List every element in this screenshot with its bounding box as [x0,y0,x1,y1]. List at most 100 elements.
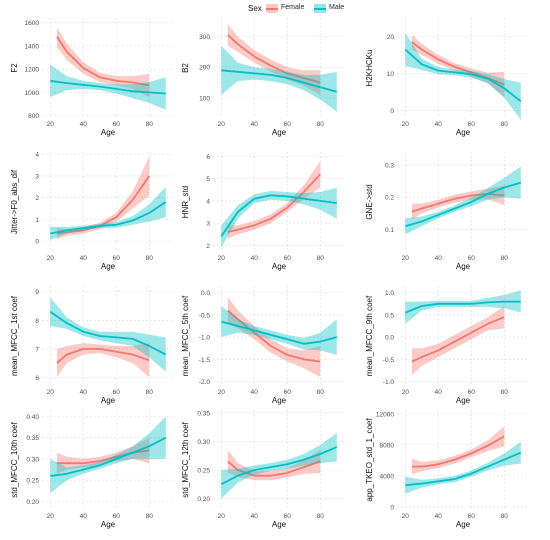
y-tick-label: 0.0 [201,290,210,297]
x-tick-label: 80 [501,513,509,520]
legend-title: Sex [248,4,262,13]
x-tick-label: 20 [47,121,55,128]
y-axis-label: mean_MFCC_9th coef [365,295,374,376]
y-tick-label: 2 [35,195,39,202]
y-axis-label: H2KHCKu [365,50,374,87]
y-tick-label: 0.40 [26,414,39,421]
y-tick-label: -2.0 [199,379,211,386]
x-tick-label: 20 [218,121,226,128]
trend-line-female [227,34,321,84]
y-tick-label: 1400 [25,43,40,50]
x-tick-label: 20 [402,513,410,520]
x-tick-label: 40 [251,121,259,128]
facet-panel: 100 200 300 20 40 60 80 Age B2 [181,18,345,137]
y-tick-label: -1.0 [199,335,211,342]
y-tick-label: 12000 [376,411,394,418]
x-tick-label: 20 [47,389,55,396]
x-axis-label: Age [272,396,287,405]
y-tick-label: 0.0 [385,335,394,342]
x-tick-label: 80 [146,121,154,128]
x-tick-label: 80 [501,121,509,128]
y-tick-label: 7 [35,346,39,353]
trend-line-male [50,436,167,477]
x-tick-label: 20 [402,255,410,262]
y-tick-label: 0.2 [385,195,394,202]
confidence-band-male [221,45,337,112]
legend-key-male [314,4,326,13]
y-tick-label: 0.35 [197,410,210,417]
confidence-band-female [56,437,150,474]
x-tick-label: 40 [251,513,259,520]
x-tick-label: 80 [317,389,325,396]
confidence-band-female [56,27,150,98]
x-axis-label: Age [456,128,471,137]
y-axis-label: B2 [181,63,190,73]
x-tick-label: 20 [402,389,410,396]
x-tick-label: 20 [218,255,226,262]
y-tick-label: 1.0 [385,290,394,297]
y-tick-label: 0.20 [26,499,39,506]
x-tick-label: 40 [251,255,259,262]
facet-panel: -1.0 -0.5 0.0 0.5 1.0 20 40 60 80 Age mean_MFCC_9t… [365,286,529,405]
confidence-band-male [405,32,521,120]
y-tick-label: -1.0 [383,379,395,386]
x-tick-label: 20 [47,513,55,520]
x-axis-label: Age [101,396,116,405]
x-tick-label: 60 [284,513,292,520]
y-tick-label: 0 [35,239,39,246]
x-tick-label: 80 [501,389,509,396]
x-tick-label: 40 [80,389,88,396]
y-tick-label: 0.30 [26,456,39,463]
x-tick-label: 40 [80,255,88,262]
x-axis-label: Age [456,262,471,271]
legend-label-male: Male [329,4,345,11]
x-tick-label: 40 [435,121,443,128]
x-tick-label: 60 [113,513,121,520]
x-tick-label: 60 [468,255,476,262]
facet-panel: 0 1 2 3 4 20 40 60 80 Age Jitter->F0_abs_dif [10,152,174,271]
y-tick-label: 8000 [380,442,395,449]
x-tick-label: 80 [317,255,325,262]
x-tick-label: 60 [468,513,476,520]
confidence-band-female [227,450,321,481]
trend-line-male [404,48,522,103]
trend-line-female [227,460,321,477]
y-tick-label: 0.3 [385,162,394,169]
y-tick-label: 1000 [25,90,40,97]
y-tick-label: 0.30 [197,439,210,446]
y-tick-label: 9 [35,289,39,296]
trend-line-male [405,451,522,487]
x-axis-label: Age [272,520,287,529]
x-tick-label: 60 [284,255,292,262]
y-tick-label: 1200 [25,67,40,74]
y-tick-label: 20 [387,34,395,41]
y-tick-label: -1.5 [199,357,211,364]
y-tick-label: 0.5 [385,312,394,319]
trend-line-female [227,173,321,233]
x-tick-label: 80 [501,255,509,262]
y-axis-label: std_MFCC_10th coef [10,421,19,497]
y-tick-label: 2 [206,243,210,250]
x-tick-label: 80 [146,513,154,520]
x-axis-label: Age [272,262,287,271]
x-tick-label: 40 [435,513,443,520]
trend-line-female [56,36,150,87]
confidence-band-female [411,426,505,475]
y-axis-label: Jitter->F0_abs_dif [10,169,19,234]
y-tick-label: 3 [206,221,210,228]
facet-panel: 0.20 0.25 0.30 0.35 0.40 20 40 60 80 Age std_MFCC_… [10,410,174,529]
y-tick-label: 0.1 [385,227,394,234]
facet-panel: 0.1 0.2 0.3 20 40 60 80 Age GNE->std [365,152,529,271]
confidence-band-female [227,160,321,239]
y-tick-label: 0.25 [26,478,39,485]
confidence-band-female [227,24,321,95]
y-axis-label: app_TKEO_std_1_coef [365,418,374,502]
confidence-band-female [411,34,505,98]
y-tick-label: 1600 [25,20,40,27]
trend-line-male [405,181,522,228]
legend-key-female [266,4,278,13]
trend-line-male [50,79,166,95]
y-axis-label: std_MFCC_12th coef [181,421,190,497]
y-tick-label: 0 [390,504,394,511]
